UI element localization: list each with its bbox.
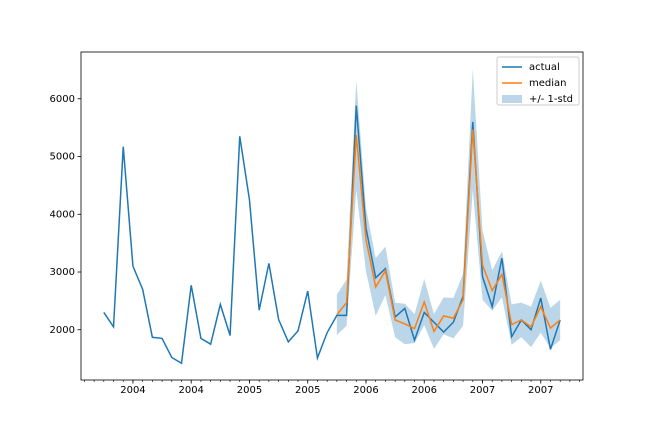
line-0 [103,105,561,365]
line-1 [336,129,561,334]
x-tick-label: 2004 [120,385,145,396]
x-tick-label: 2006 [353,385,378,396]
legend-patch [502,95,522,103]
x-tick-label: 2007 [470,385,495,396]
y-tick-label: 2000 [50,325,75,336]
legend-box [496,56,580,106]
x-tick-label: 2005 [295,385,320,396]
legend-label: median [529,78,567,89]
y-tick-label: 4000 [50,209,75,220]
y-tick-label: 6000 [50,94,75,105]
x-tick-label: 2004 [178,385,203,396]
x-tick-label: 2006 [412,385,437,396]
axes-frame [80,51,584,381]
x-tick-label: 2005 [237,385,262,396]
y-tick-label: 3000 [50,267,75,278]
legend-label: +/- 1-std [529,94,573,105]
x-tick-label: 2007 [528,385,553,396]
y-tick-label: 5000 [50,152,75,163]
legend-label: actual [529,62,560,73]
